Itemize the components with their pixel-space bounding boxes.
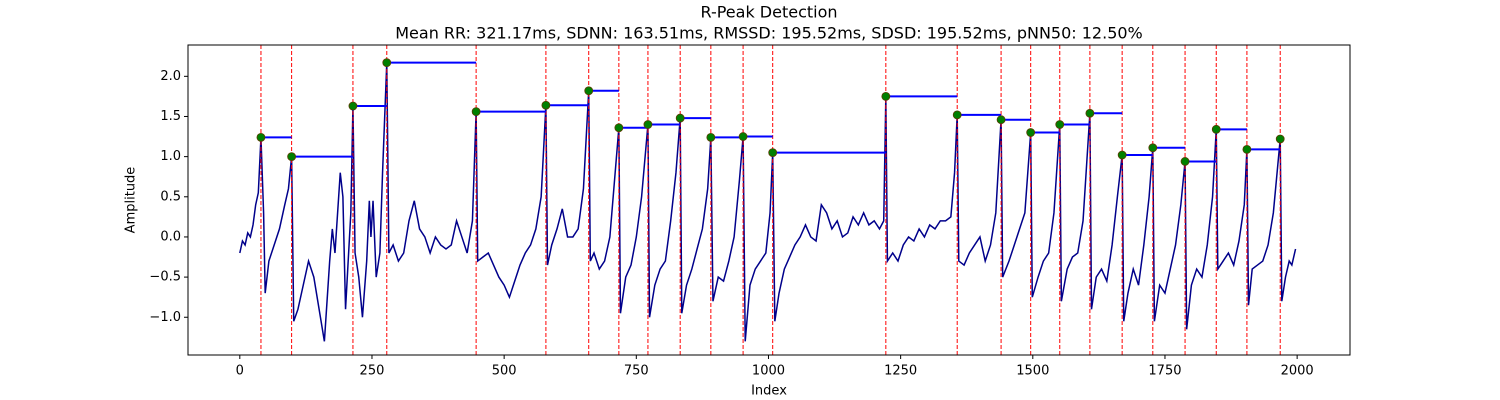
chart-subtitle: Mean RR: 321.17ms, SDNN: 163.51ms, RMSSD… xyxy=(395,24,1143,43)
peak-marker xyxy=(1055,120,1065,129)
peak-marker xyxy=(1117,150,1127,160)
peak-marker xyxy=(738,132,748,141)
y-axis-label: Amplitude xyxy=(124,167,139,234)
y-tick-label: −1.0 xyxy=(149,310,181,325)
y-tick-label: 1.0 xyxy=(160,149,181,164)
x-tick-label: 1250 xyxy=(884,364,917,379)
x-tick-label: 1750 xyxy=(1148,364,1181,379)
y-tick-label: −0.5 xyxy=(149,270,181,285)
x-tick-label: 1500 xyxy=(1016,364,1049,379)
peak-marker xyxy=(706,132,716,142)
peak-marker xyxy=(1211,124,1221,134)
y-tick-label: 1.5 xyxy=(160,109,181,124)
chart-title: R-Peak Detection xyxy=(700,3,837,22)
peak-marker xyxy=(1275,134,1285,144)
x-tick-label: 500 xyxy=(492,364,517,379)
peak-marker xyxy=(382,58,392,68)
y-tick-label: 0.5 xyxy=(160,189,181,204)
peak-marker xyxy=(881,91,891,101)
x-tick-label: 2000 xyxy=(1281,364,1314,379)
peak-marker xyxy=(471,107,481,117)
peak-marker xyxy=(1085,108,1095,118)
peak-marker xyxy=(768,148,778,158)
peak-marker xyxy=(1242,145,1252,154)
y-tick-label: 0.0 xyxy=(160,229,181,244)
plot-frame xyxy=(187,44,1351,356)
peak-marker xyxy=(614,123,624,133)
peak-marker xyxy=(996,115,1006,125)
x-tick-label: 250 xyxy=(360,364,385,379)
y-tick-label: 2.0 xyxy=(160,69,181,84)
peak-marker xyxy=(287,152,297,162)
peak-marker xyxy=(1148,143,1158,153)
x-tick-label: 1000 xyxy=(752,364,785,379)
x-tick-label: 750 xyxy=(624,364,649,379)
peak-marker xyxy=(675,113,685,123)
peak-marker xyxy=(348,101,358,111)
peak-marker xyxy=(1026,128,1036,137)
peak-marker xyxy=(584,86,594,96)
peak-marker xyxy=(643,120,653,129)
x-axis-label: Index xyxy=(751,384,787,399)
peak-marker xyxy=(256,132,266,142)
signal-line xyxy=(239,62,1297,342)
peak-marker xyxy=(1180,157,1190,166)
peak-marker xyxy=(952,110,962,120)
x-tick-label: 0 xyxy=(236,364,244,379)
peak-marker xyxy=(541,100,551,110)
